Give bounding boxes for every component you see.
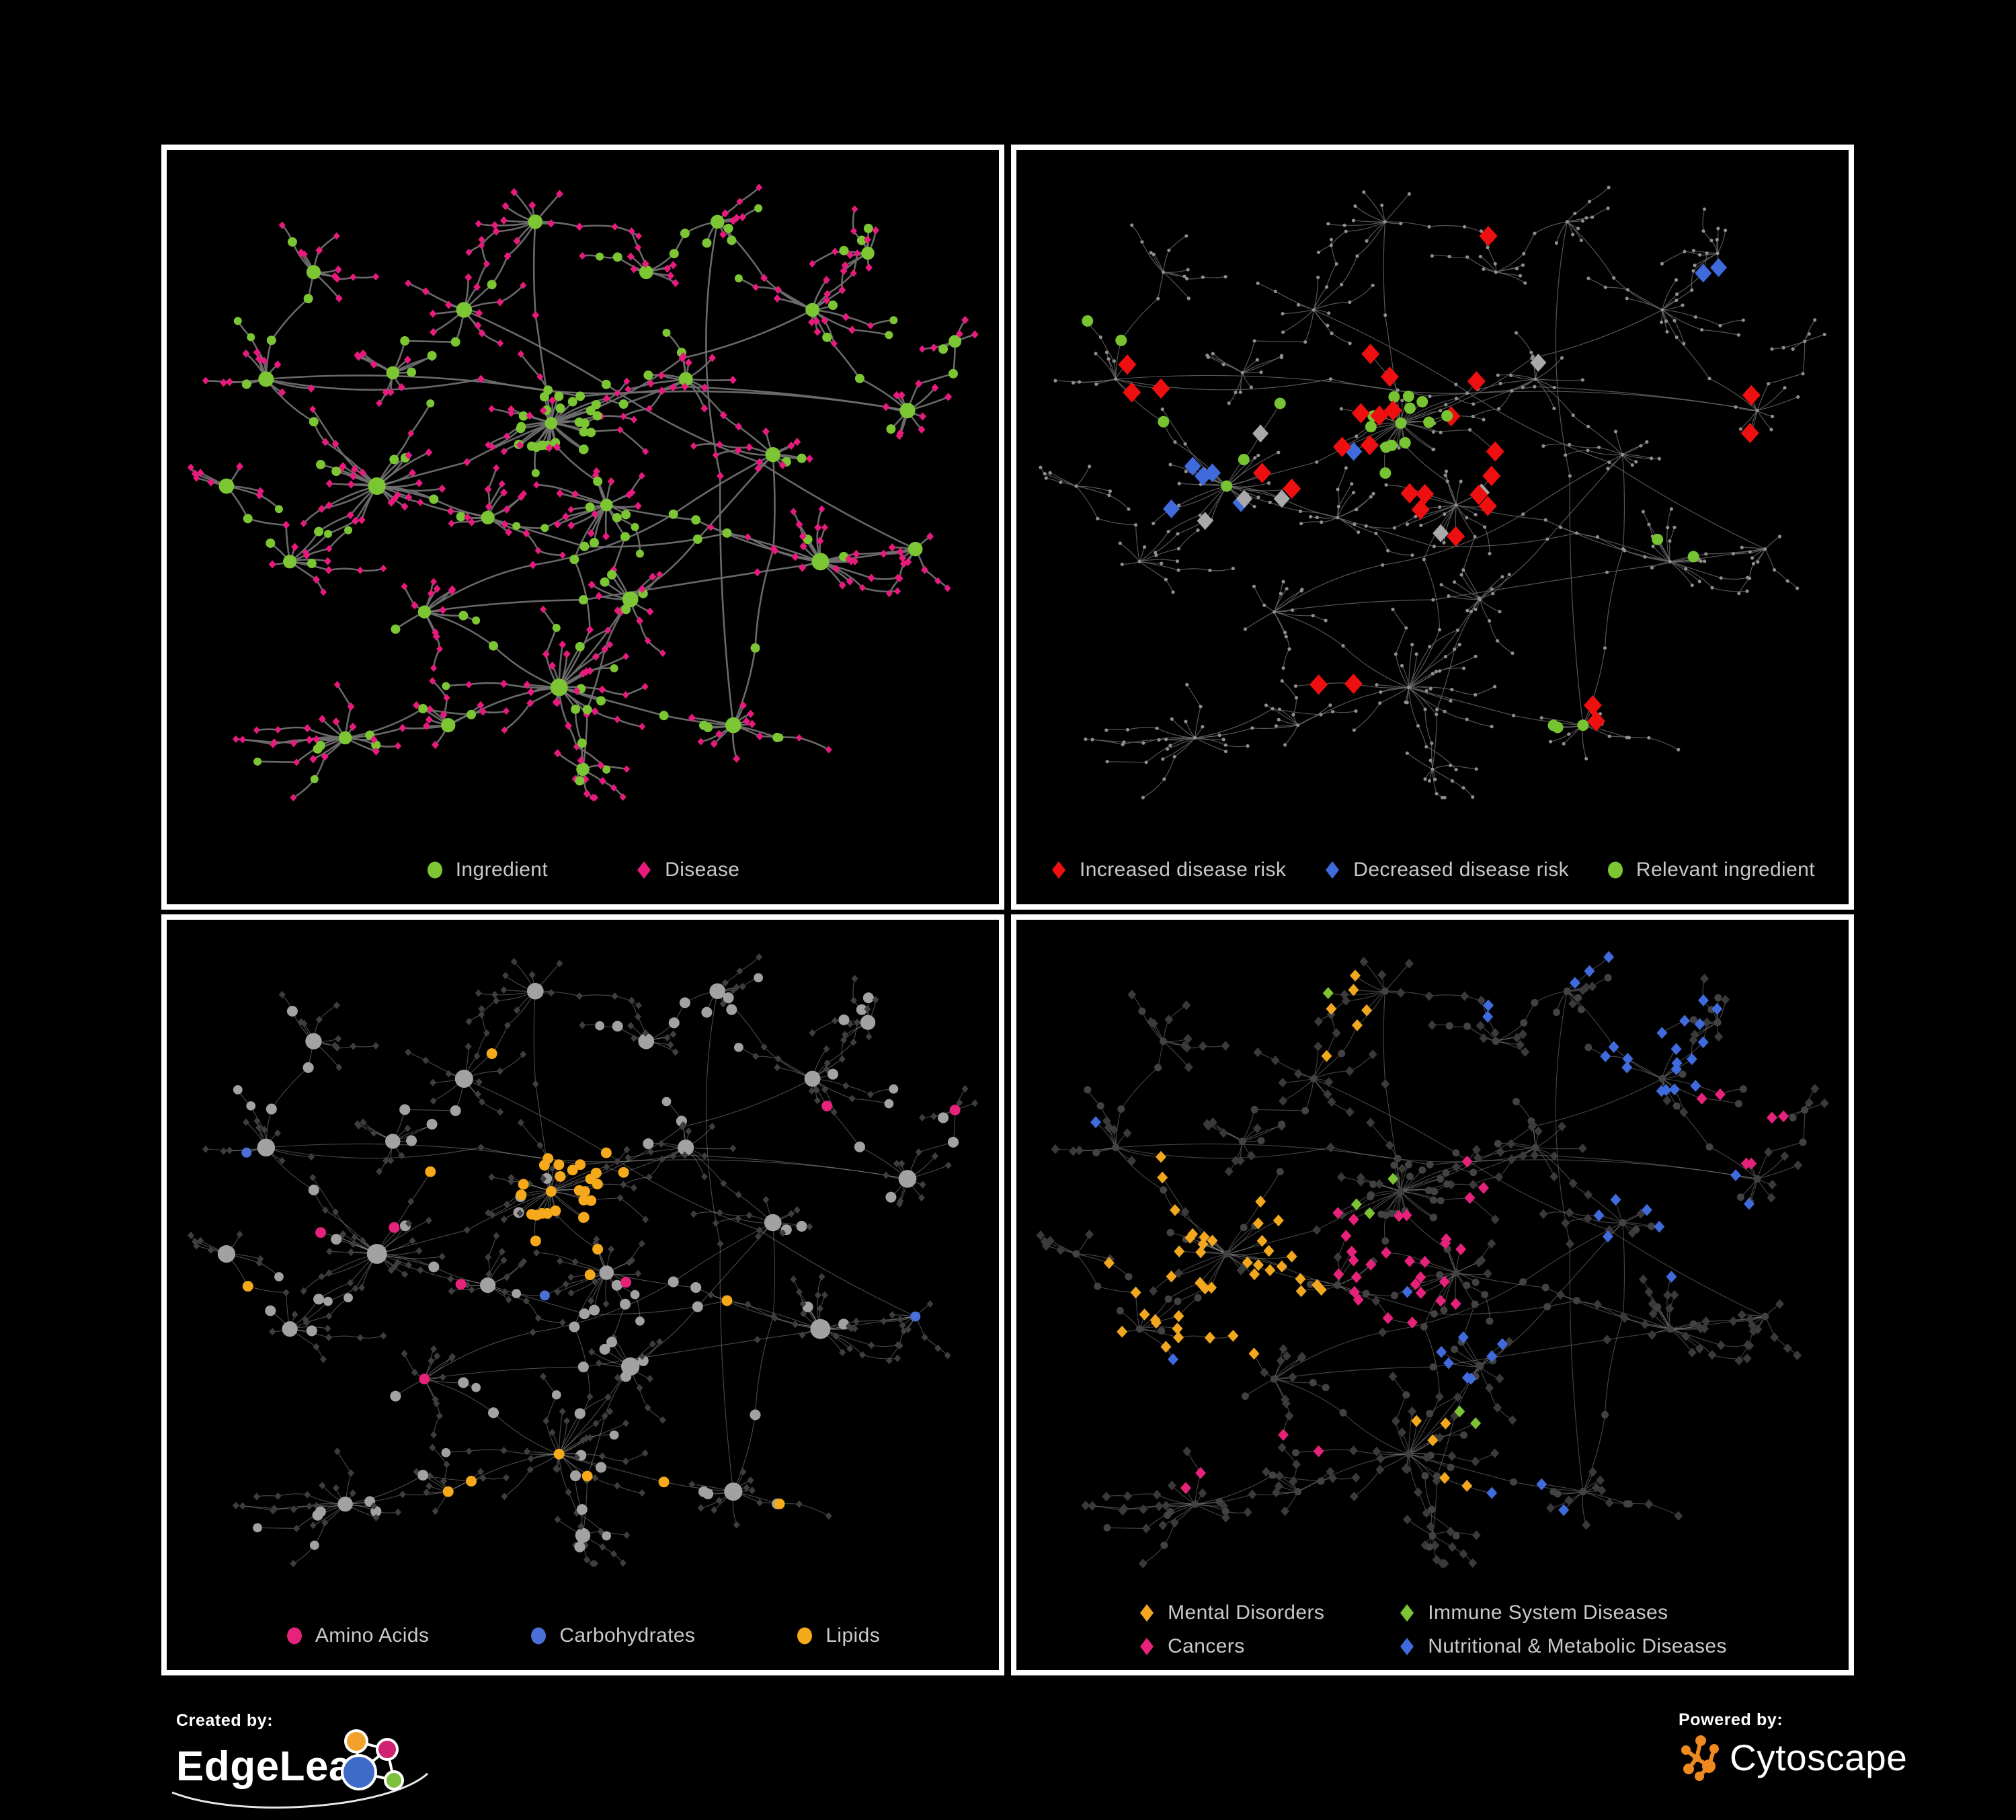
legend-circle-swatch-icon [1607,861,1623,879]
legend-circle-swatch-icon [427,861,442,879]
network-ingredient-disease [187,184,979,801]
legend-disease-risk: Increased disease risk Decreased disease … [1016,859,1849,881]
edgeleap-logo-icon [341,1729,404,1790]
legend-diamond-swatch-icon [1400,1604,1414,1622]
legend-item-nutritional-metabolic-diseases: Nutritional & Metabolic Diseases [1398,1635,1727,1658]
legend-ingredient-disease: Ingredient Disease [167,859,999,881]
legend-label: Cancers [1168,1635,1245,1657]
edgeleap-swoosh [171,1772,428,1809]
legend-diamond-swatch-icon [1052,861,1065,879]
legend-label: Decreased disease risk [1353,859,1569,881]
legend-circle-swatch-icon [797,1627,813,1645]
cytoscape-logo-icon [1681,1735,1719,1781]
legend-disease-classes: Mental Disorders Immune System Diseases Ca… [1016,1601,1849,1658]
panel-nutrient-classes: Amino Acids Carbohydrates Lipids [161,914,1004,1675]
powered-by-label: Powered by: [1679,1710,1783,1729]
legend-diamond-swatch-icon [1140,1638,1154,1655]
legend-label: Lipids [825,1624,881,1647]
legend-item-immune-system-diseases: Immune System Diseases [1398,1601,1727,1624]
legend-item-lipids: Lipids [796,1624,880,1647]
legend-item-increased-disease-risk: Increased disease risk [1050,859,1286,881]
legend-label: Ingredient [455,859,549,881]
legend-diamond-swatch-icon [637,861,651,879]
legend-label: Mental Disorders [1168,1601,1325,1624]
network-nutrient-classes [187,953,979,1568]
legend-diamond-swatch-icon [1140,1604,1154,1622]
legend-label: Immune System Diseases [1428,1601,1668,1624]
legend-circle-swatch-icon [286,1627,302,1645]
legend-nutrient-classes: Amino Acids Carbohydrates Lipids [167,1624,999,1647]
network-disease-classes [1036,951,1829,1569]
legend-diamond-swatch-icon [1326,861,1340,879]
cytoscape-brand-text: Cytoscape [1730,1737,1908,1778]
legend-item-disease: Disease [635,859,739,881]
legend-item-mental-disorders: Mental Disorders [1138,1601,1324,1624]
legend-item-relevant-ingredient: Relevant ingredient [1607,859,1815,881]
cytoscape-credit: Powered by: Cytoscape [1679,1710,1907,1781]
legend-label: Carbohydrates [559,1624,696,1647]
legend-item-carbohydrates: Carbohydrates [530,1624,695,1647]
legend-label: Increased disease risk [1080,859,1287,881]
created-by-label: Created by: [176,1711,274,1730]
legend-label: Nutritional & Metabolic Diseases [1428,1635,1727,1657]
network-disease-risk [1039,186,1826,799]
panel-ingredient-disease: Ingredient Disease [161,145,1004,910]
panel-disease-classes: Mental Disorders Immune System Diseases Ca… [1011,914,1854,1675]
edgeleap-credit: Created by: EdgeLeap [171,1711,458,1812]
legend-item-decreased-disease-risk: Decreased disease risk [1324,859,1569,881]
legend-circle-swatch-icon [531,1627,547,1645]
legend-item-cancers: Cancers [1138,1635,1324,1658]
legend-item-ingredient: Ingredient [426,859,548,881]
legend-label: Amino Acids [315,1624,430,1647]
legend-label: Disease [665,859,740,881]
legend-diamond-swatch-icon [1400,1638,1414,1655]
legend-label: Relevant ingredient [1636,859,1815,881]
panel-disease-risk: Increased disease risk Decreased disease … [1011,145,1854,910]
legend-item-amino-acids: Amino Acids [286,1624,429,1647]
